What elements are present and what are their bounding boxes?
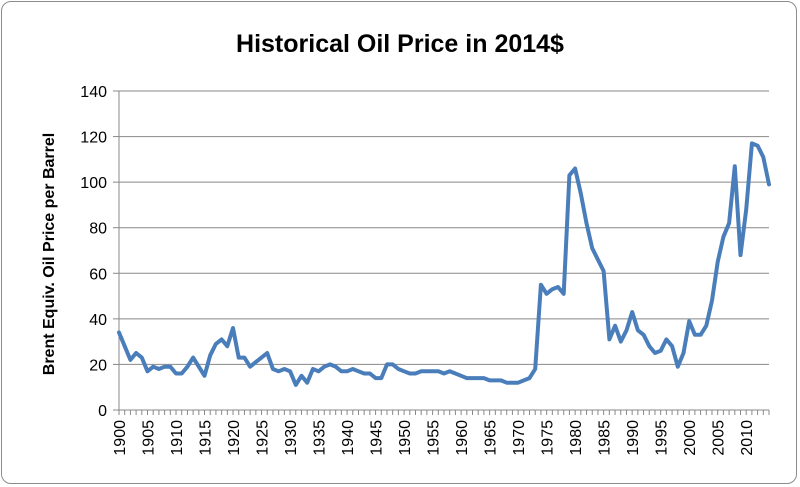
x-tick-label: 1970 [511,420,528,456]
x-tick-label: 2000 [682,420,699,456]
x-tick-label: 2010 [739,420,756,456]
y-tick-label: 140 [80,84,107,101]
y-tick-label: 0 [98,403,107,420]
x-tick-label: 1915 [198,420,215,456]
x-tick-label: 1990 [625,420,642,456]
series-line [117,141,771,387]
y-tick-label: 120 [80,130,107,147]
y-tick-label: 80 [89,221,107,238]
y-tick-label: 60 [89,266,107,283]
x-tick-label: 2005 [711,420,728,456]
x-tick-label: 1995 [654,420,671,456]
x-tick-label: 1925 [255,420,272,456]
x-tick-label: 1910 [169,420,186,456]
y-tick-label: 20 [89,357,107,374]
x-tick-label: 1950 [397,420,414,456]
x-tick-label: 1905 [141,420,158,456]
x-tick-label: 1975 [540,420,557,456]
chart-title: Historical Oil Price in 2014$ [236,30,564,58]
y-tick-label: 100 [80,175,107,192]
x-tick-label: 1955 [426,420,443,456]
x-tick-label: 1900 [112,420,129,456]
x-tick-label: 1965 [483,420,500,456]
x-tick-label: 1945 [369,420,386,456]
x-tick-label: 1935 [312,420,329,456]
x-tick-label: 1985 [597,420,614,456]
x-tick-label: 1960 [454,420,471,456]
x-tick-label: 1940 [340,420,357,456]
y-tick-label: 40 [89,312,107,329]
x-tick-label: 1930 [283,420,300,456]
x-tick-label: 1920 [226,420,243,456]
x-tick-label: 1980 [568,420,585,456]
y-axis-label: Brent Equiv. Oil Price per Barrel [41,133,58,375]
